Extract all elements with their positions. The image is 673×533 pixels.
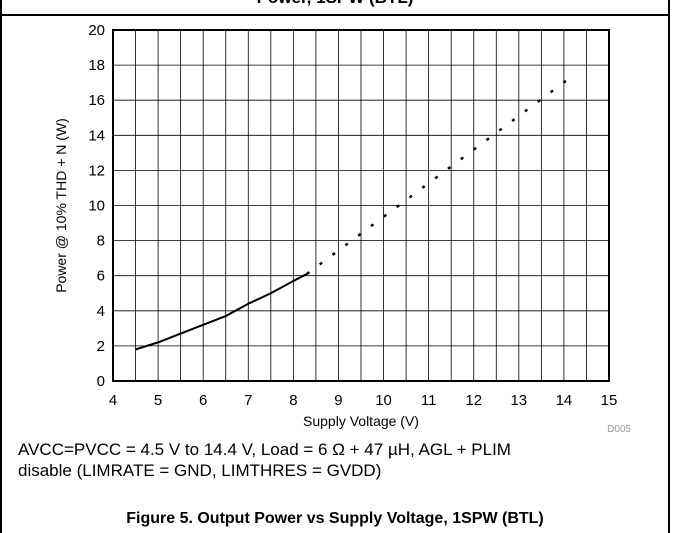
y-tick-label: 14 — [88, 127, 105, 144]
caption: AVCC=PVCC = 4.5 V to 14.4 V, Load = 6 Ω … — [18, 439, 658, 481]
x-tick-label: 12 — [465, 392, 482, 409]
y-tick-label: 20 — [88, 22, 105, 39]
y-tick-label: 12 — [88, 162, 105, 179]
x-tick-label: 14 — [556, 392, 573, 409]
y-tick-label: 10 — [88, 198, 105, 215]
x-tick-label: 8 — [289, 392, 297, 409]
x-axis-label: Supply Voltage (V) — [303, 413, 419, 429]
x-tick-label: 13 — [510, 392, 527, 409]
header-bar: Power, 1SPW (BTL) — [0, 0, 670, 16]
y-tick-label: 8 — [97, 233, 105, 250]
x-tick-label: 15 — [601, 392, 618, 409]
x-tick-label: 5 — [154, 392, 162, 409]
series-layer — [135, 74, 574, 351]
series-line-dotted — [306, 74, 574, 275]
x-tick-label: 10 — [375, 392, 392, 409]
y-tick-label: 16 — [88, 92, 105, 109]
x-tick-label: 4 — [109, 392, 117, 409]
x-tick-label: 9 — [334, 392, 342, 409]
series-line-solid — [135, 273, 308, 351]
x-tick-label: 11 — [421, 392, 437, 409]
grid — [112, 29, 610, 382]
figure-code: D005 — [607, 424, 631, 435]
figure-title: Figure 5. Output Power vs Supply Voltage… — [126, 510, 544, 527]
y-tick-label: 2 — [97, 338, 105, 355]
x-tick-label: 6 — [199, 392, 207, 409]
tick-labels: 4 5 6 7 8 9 10 11 12 13 14 15 0 2 4 6 8 10 12 14 16 18 20 — [88, 22, 617, 409]
y-tick-label: 4 — [97, 303, 105, 320]
plot-frame — [112, 29, 610, 382]
caption-line-1: AVCC=PVCC = 4.5 V to 14.4 V, Load = 6 Ω … — [18, 440, 511, 459]
x-tick-label: 7 — [244, 392, 252, 409]
y-tick-label: 6 — [97, 268, 105, 285]
chart-title: Power, 1SPW (BTL) — [0, 0, 670, 8]
chart: 4 5 6 7 8 9 10 11 12 13 14 15 0 2 4 6 8 10 12 14 16 18 20 Supp… — [53, 22, 631, 435]
y-tick-label: 0 — [97, 373, 105, 390]
caption-line-2: disable (LIMRATE = GND, LIMTHRES = GVDD) — [18, 461, 382, 480]
y-tick-label: 18 — [88, 57, 105, 74]
y-axis-label: Power @ 10% THD + N (W) — [53, 118, 69, 293]
